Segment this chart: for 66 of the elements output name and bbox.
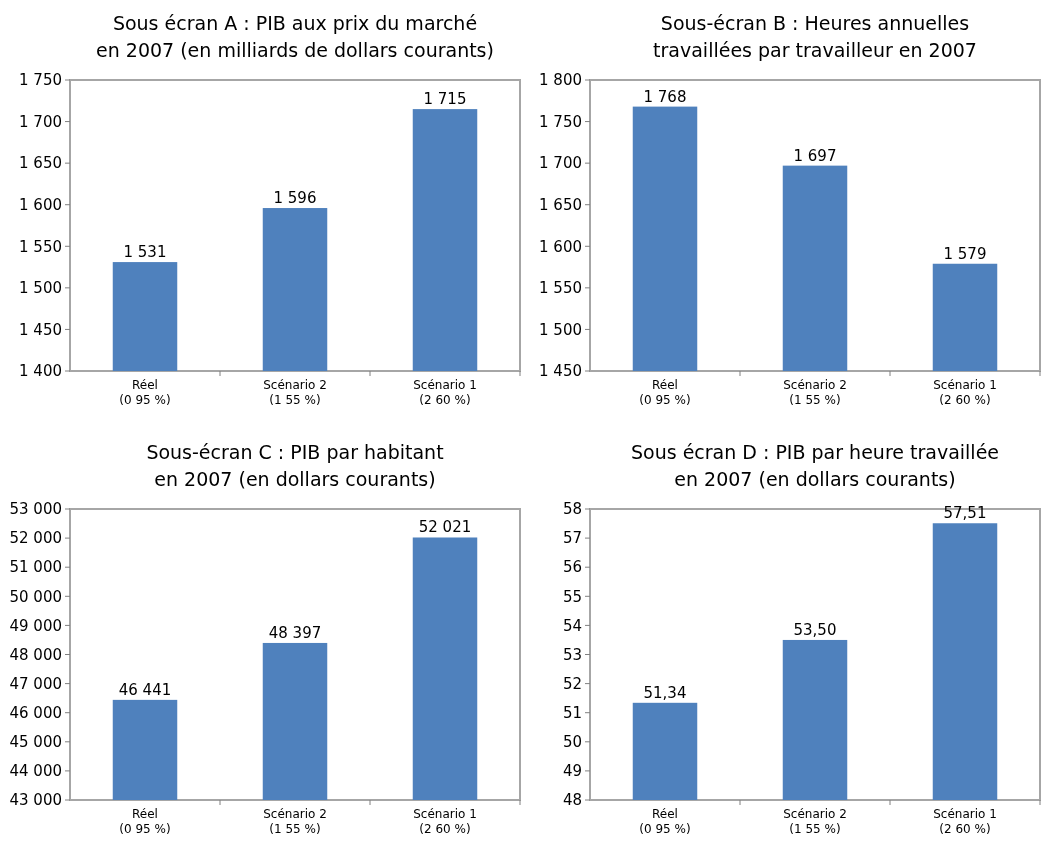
data-label: 57,51 bbox=[943, 504, 987, 523]
y-tick-label: 53 000 bbox=[9, 500, 62, 519]
chart-title: Sous-écran C : PIB par habitant en 2007 (en dollars courants) bbox=[146, 441, 444, 490]
x-tick-label: Scénario 2 (1 55 %) bbox=[783, 378, 847, 407]
y-tick-label: 43 000 bbox=[9, 791, 62, 810]
data-label: 46 441 bbox=[118, 680, 172, 699]
y-tick-label: 57 bbox=[562, 529, 582, 548]
y-tick-label: 1 450 bbox=[19, 320, 62, 339]
y-tick-label: 50 000 bbox=[9, 587, 62, 606]
y-tick-label: 52 bbox=[562, 674, 582, 693]
y-tick-label: 45 000 bbox=[9, 733, 62, 752]
y-tick-label: 56 bbox=[562, 558, 582, 577]
x-tick-label: Scénario 2 (1 55 %) bbox=[263, 807, 327, 836]
y-tick-label: 1 650 bbox=[19, 154, 62, 173]
y-tick-label: 51 bbox=[562, 703, 582, 722]
y-tick-label: 48 000 bbox=[9, 645, 62, 664]
x-tick-label: Scénario 1 (2 60 %) bbox=[933, 807, 997, 836]
y-tick-label: 1 600 bbox=[539, 237, 582, 256]
data-label: 52 021 bbox=[418, 518, 472, 537]
y-tick-label: 55 bbox=[562, 587, 582, 606]
y-tick-label: 1 400 bbox=[19, 362, 62, 381]
x-tick-label: Réel (0 95 %) bbox=[639, 378, 691, 407]
y-tick-label: 52 000 bbox=[9, 529, 62, 548]
y-tick-label: 1 650 bbox=[539, 195, 582, 214]
y-tick-label: 1 750 bbox=[539, 112, 582, 131]
x-tick-label: Réel (0 95 %) bbox=[639, 807, 691, 836]
data-label: 53,50 bbox=[793, 620, 837, 639]
x-tick-label: Scénario 1 (2 60 %) bbox=[933, 378, 997, 407]
chart-title: Sous-écran B : Heures annuelles travaillées par travailleur en 2007 bbox=[653, 12, 977, 61]
chart-title: Sous écran D : PIB par heure travaillée en 2007 (en dollars courants) bbox=[630, 441, 1000, 490]
data-label: 48 397 bbox=[268, 623, 322, 642]
data-label: 1 697 bbox=[793, 146, 837, 165]
y-tick-label: 1 800 bbox=[539, 71, 582, 90]
y-tick-label: 49 bbox=[562, 762, 582, 781]
y-tick-label: 54 bbox=[562, 616, 582, 635]
x-tick-label: Scénario 1 (2 60 %) bbox=[413, 807, 477, 836]
y-tick-label: 1 500 bbox=[19, 279, 62, 298]
data-label: 1 715 bbox=[423, 90, 467, 109]
data-label: 1 531 bbox=[123, 243, 167, 262]
chart-title: Sous écran A : PIB aux prix du marché en 2007 (en milliards de dollars courants) bbox=[96, 12, 494, 61]
y-tick-label: 1 550 bbox=[539, 279, 582, 298]
y-tick-label: 51 000 bbox=[9, 558, 62, 577]
y-tick-label: 1 700 bbox=[19, 112, 62, 131]
x-tick-label: Scénario 1 (2 60 %) bbox=[413, 378, 477, 407]
y-tick-label: 48 bbox=[562, 791, 582, 810]
y-tick-label: 1 700 bbox=[539, 154, 582, 173]
y-tick-label: 1 500 bbox=[539, 320, 582, 339]
y-tick-label: 44 000 bbox=[9, 762, 62, 781]
y-tick-label: 53 bbox=[562, 645, 582, 664]
x-tick-label: Scénario 2 (1 55 %) bbox=[263, 378, 327, 407]
data-label: 51,34 bbox=[643, 683, 687, 702]
data-label: 1 579 bbox=[943, 244, 987, 263]
y-tick-label: 1 550 bbox=[19, 237, 62, 256]
data-label: 1 596 bbox=[273, 189, 317, 208]
y-tick-label: 58 bbox=[562, 500, 582, 519]
y-tick-label: 1 750 bbox=[19, 71, 62, 90]
x-tick-label: Scénario 2 (1 55 %) bbox=[783, 807, 847, 836]
y-tick-label: 46 000 bbox=[9, 703, 62, 722]
x-tick-label: Réel (0 95 %) bbox=[119, 807, 171, 836]
y-tick-label: 49 000 bbox=[9, 616, 62, 635]
x-tick-label: Réel (0 95 %) bbox=[119, 378, 171, 407]
y-tick-label: 50 bbox=[562, 733, 582, 752]
y-tick-label: 47 000 bbox=[9, 674, 62, 693]
y-tick-label: 1 450 bbox=[539, 362, 582, 381]
y-tick-label: 1 600 bbox=[19, 195, 62, 214]
data-label: 1 768 bbox=[643, 87, 687, 106]
